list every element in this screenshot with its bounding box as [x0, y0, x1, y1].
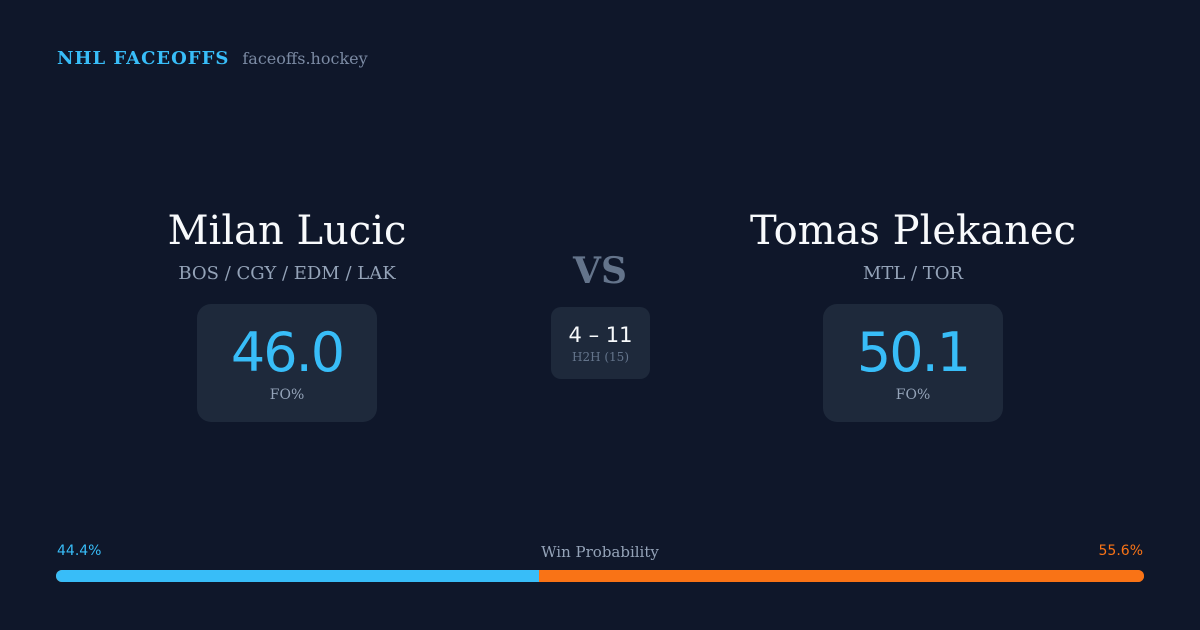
player-name: Milan Lucic — [167, 208, 407, 254]
player-left: Milan Lucic BOS / CGY / EDM / LAK 46.0 F… — [77, 205, 497, 422]
fo-pct-card: 50.1 FO% — [823, 304, 1003, 422]
player-teams: BOS / CGY / EDM / LAK — [178, 263, 396, 284]
brand-url[interactable]: faceoffs.hockey — [242, 49, 368, 68]
win-prob-left: 44.4% — [57, 543, 102, 559]
win-prob-bar — [56, 570, 1144, 582]
h2h-card: 4 – 11 H2H (15) — [551, 307, 650, 379]
player-name: Tomas Plekanec — [750, 208, 1076, 254]
win-prob-bar-left — [56, 570, 540, 582]
fo-pct-value: 46.0 — [230, 321, 345, 384]
fo-pct-label: FO% — [895, 387, 931, 403]
player-teams: MTL / TOR — [862, 263, 964, 284]
h2h-label: H2H (15) — [571, 349, 629, 364]
win-prob-title: Win Probability — [541, 543, 659, 561]
fo-pct-value: 50.1 — [856, 321, 971, 384]
fo-pct-label: FO% — [269, 387, 305, 403]
vs-label: VS — [573, 250, 627, 292]
brand-name: NHL FACEOFFS — [57, 48, 230, 69]
win-prob-right: 55.6% — [1098, 543, 1143, 559]
fo-pct-card: 46.0 FO% — [197, 304, 377, 422]
h2h-score: 4 – 11 — [568, 322, 633, 347]
player-right: Tomas Plekanec MTL / TOR 50.1 FO% — [703, 205, 1123, 422]
win-prob-bar-right — [539, 570, 1144, 582]
brand: NHL FACEOFFS faceoffs.hockey — [57, 48, 368, 69]
